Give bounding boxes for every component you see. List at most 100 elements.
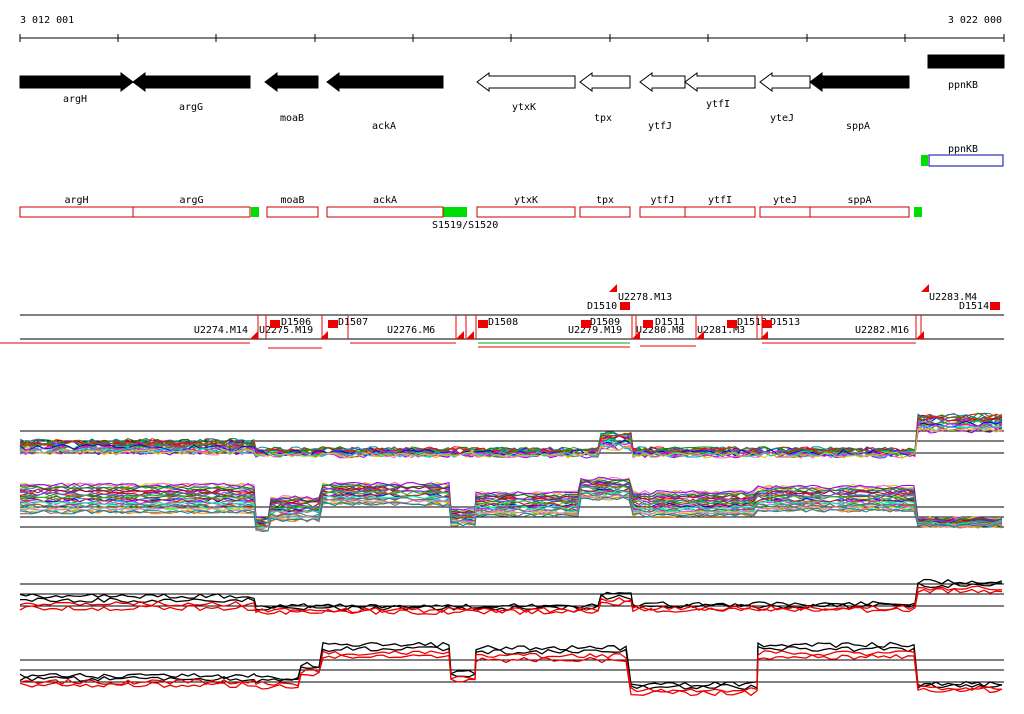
segment-d-label[interactable]: D1511 xyxy=(655,317,685,328)
profile-panel-2 xyxy=(19,476,1004,533)
annotation-segment-label: S1519/S1520 xyxy=(432,220,498,231)
annotation-label: yteJ xyxy=(773,195,797,206)
profile-trace xyxy=(19,491,1003,528)
segment-marker xyxy=(478,320,488,328)
segment-u-label[interactable]: U2281.M3 xyxy=(697,325,745,336)
segment-d-label[interactable]: D1509 xyxy=(590,317,620,328)
segment-d-label[interactable]: D1506 xyxy=(281,317,311,328)
annotation-label: ytfI xyxy=(708,195,732,206)
gene-label: ytfJ xyxy=(648,121,672,132)
annotation-box-ytfj[interactable] xyxy=(639,206,686,218)
annotation-box-tpx[interactable] xyxy=(579,206,631,218)
segment-u-label[interactable]: U2280.M8 xyxy=(636,325,684,336)
profile-trace xyxy=(20,496,1003,533)
profile-trace xyxy=(19,483,1003,524)
gene-arrow-ytfj[interactable] xyxy=(639,72,686,92)
gene-arrow-ytej[interactable] xyxy=(759,72,811,92)
profile-trace xyxy=(19,578,1003,609)
profile-trace xyxy=(19,419,1003,456)
segment-flag xyxy=(921,284,929,292)
profile-trace xyxy=(19,414,1003,454)
gene-arrow-ytfi[interactable] xyxy=(684,72,756,92)
gene-arrow-ytxk[interactable] xyxy=(476,72,576,92)
segment-d-label[interactable]: D1514 xyxy=(959,301,989,312)
segment-u-label[interactable]: U2275.M19 xyxy=(259,325,313,336)
segment-marker xyxy=(762,320,772,328)
gene-label: ppnKB xyxy=(948,80,978,91)
annotation-box-argg[interactable] xyxy=(132,206,251,218)
gene-label: argH xyxy=(63,94,87,105)
profile-panel-3 xyxy=(19,578,1004,616)
genes-track: argH argG moaB ackA ytxK tpx ytfJ ytfI yteJ sppA p… xyxy=(19,54,1005,132)
segment-flag xyxy=(456,331,464,339)
segment-marker xyxy=(328,320,338,328)
profile-trace xyxy=(19,653,1003,697)
annotation-label: ackA xyxy=(373,195,397,206)
segment-d-label[interactable]: D1508 xyxy=(488,317,518,328)
profile-trace xyxy=(19,641,1003,688)
profile-trace xyxy=(20,582,1003,612)
ruler: 3 012 001 3 022 000 xyxy=(19,15,1005,42)
annotation-box-acka[interactable] xyxy=(326,206,444,218)
segment-d-label[interactable]: D1513 xyxy=(770,317,800,328)
gene-arrow-argh[interactable] xyxy=(19,72,134,92)
segment-u-label[interactable]: U2283.M4 xyxy=(929,292,977,303)
annotation-box-ytej[interactable] xyxy=(759,206,811,218)
segment-d-label[interactable]: D1512 xyxy=(737,317,767,328)
profile-panel-4 xyxy=(19,641,1004,697)
ruler-ticks xyxy=(19,34,1005,42)
ruler-start-label: 3 012 001 xyxy=(20,15,74,26)
annotation-marker-green xyxy=(914,207,922,217)
annotation-label: ytfJ xyxy=(650,195,674,206)
gene-arrow-moab[interactable] xyxy=(264,72,319,92)
gene-arrow-sppa[interactable] xyxy=(809,72,910,92)
annotation-box-moab[interactable] xyxy=(266,206,319,218)
gene-arrow-argg[interactable] xyxy=(132,72,251,92)
segment-flag xyxy=(916,331,924,339)
gene-arrow-ppnkb[interactable] xyxy=(927,54,1005,69)
segment-flag xyxy=(320,331,328,339)
segment-u-label[interactable]: U2274.M14 xyxy=(194,325,248,336)
segment-u-label[interactable]: U2279.M19 xyxy=(568,325,622,336)
segment-u-label[interactable]: U2278.M13 xyxy=(618,292,672,303)
profile-trace xyxy=(19,476,1003,522)
annotation-label: argG xyxy=(179,195,203,206)
profile-trace xyxy=(19,489,1002,528)
profile-trace xyxy=(19,645,1003,691)
segment-d-label[interactable]: D1510 xyxy=(587,301,617,312)
annotation-box-ytxk[interactable] xyxy=(476,206,576,218)
segment-marker xyxy=(620,302,630,310)
segment-u-label[interactable]: U2282.M16 xyxy=(855,325,909,336)
segment-d-label[interactable]: D1507 xyxy=(338,317,368,328)
gene-arrow-acka[interactable] xyxy=(326,72,444,92)
gene-label: ytfI xyxy=(706,99,730,110)
annotation-marker-green xyxy=(251,207,259,217)
profile-panel-1 xyxy=(19,412,1004,459)
annotation-label: sppA xyxy=(847,195,871,206)
segment-marker xyxy=(270,320,280,328)
profile-trace xyxy=(19,485,1003,526)
profile-trace xyxy=(19,420,1003,457)
segment-flag xyxy=(609,284,617,292)
annotation-label-ppnkb: ppnKB xyxy=(948,144,978,155)
segment-marker xyxy=(727,320,737,328)
segment-marker xyxy=(990,302,1000,310)
profile-trace xyxy=(19,479,1003,522)
annotation-box-ppnkb[interactable] xyxy=(928,154,1004,167)
gene-arrow-tpx[interactable] xyxy=(579,72,631,92)
gene-label: yteJ xyxy=(770,113,794,124)
gene-label: argG xyxy=(179,102,203,113)
profile-trace xyxy=(19,426,1003,459)
segment-flag xyxy=(696,331,704,339)
gene-label: tpx xyxy=(594,113,612,124)
segment-flag xyxy=(466,331,474,339)
annotation-label: argH xyxy=(64,195,88,206)
segment-flag xyxy=(250,331,258,339)
annotation-start-marker xyxy=(921,155,928,166)
annotation-box-ytfi[interactable] xyxy=(684,206,756,218)
annotation-box-argh[interactable] xyxy=(19,206,134,218)
gene-label: sppA xyxy=(846,121,870,132)
segment-u-label[interactable]: U2276.M6 xyxy=(387,325,435,336)
annotation-box-sppa[interactable] xyxy=(809,206,910,218)
